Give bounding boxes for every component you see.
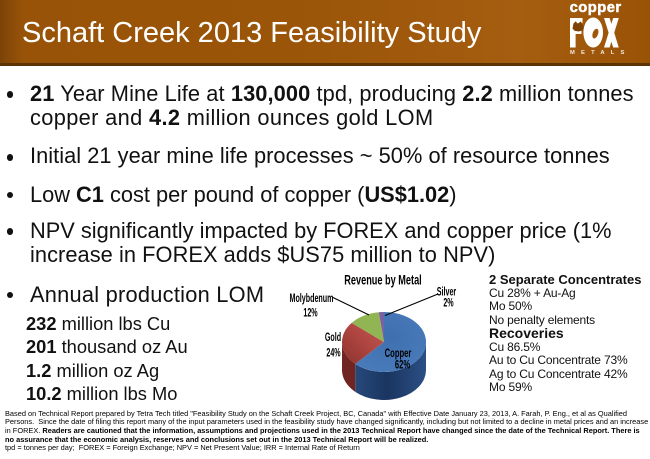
svg-text:2%: 2% xyxy=(443,297,453,310)
svg-text:24%: 24% xyxy=(326,347,340,360)
svg-text:Gold: Gold xyxy=(325,331,341,344)
svg-text:Molybdenum: Molybdenum xyxy=(290,292,334,305)
svg-text:copper: copper xyxy=(570,0,622,16)
svg-text:Revenue by Metal: Revenue by Metal xyxy=(344,272,421,289)
svg-text:12%: 12% xyxy=(303,307,317,320)
svg-text:Copper: Copper xyxy=(385,347,412,360)
svg-text:62%: 62% xyxy=(395,359,410,372)
svg-text:Silver: Silver xyxy=(437,286,456,299)
svg-text:METALS: METALS xyxy=(570,50,631,56)
